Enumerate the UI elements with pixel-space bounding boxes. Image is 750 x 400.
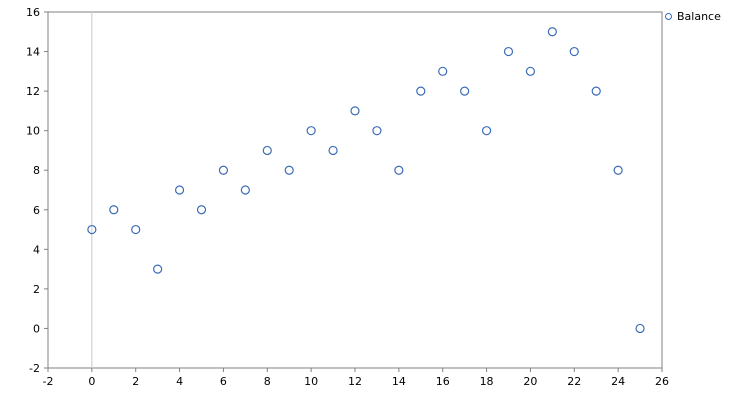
legend-marker-icon bbox=[665, 13, 672, 20]
x-tick-label: 6 bbox=[220, 375, 227, 388]
y-tick-label: 8 bbox=[33, 164, 40, 177]
x-tick-label: 26 bbox=[655, 375, 669, 388]
data-point bbox=[153, 264, 163, 274]
data-point bbox=[240, 185, 250, 195]
y-tick-label: 2 bbox=[33, 283, 40, 296]
y-tick-label: -2 bbox=[29, 362, 40, 375]
x-tick-label: 12 bbox=[348, 375, 362, 388]
data-point bbox=[591, 86, 601, 96]
x-tick-label: 2 bbox=[132, 375, 139, 388]
data-point bbox=[460, 86, 470, 96]
data-point bbox=[503, 46, 514, 57]
data-point bbox=[131, 224, 141, 235]
data-point bbox=[569, 46, 579, 57]
data-point bbox=[547, 27, 557, 37]
data-point bbox=[196, 205, 207, 215]
data-point bbox=[394, 165, 404, 175]
data-point bbox=[87, 224, 97, 235]
x-tick-label: 22 bbox=[567, 375, 581, 388]
x-tick-label: 10 bbox=[304, 375, 318, 388]
legend[interactable]: Balance bbox=[665, 10, 721, 23]
data-point bbox=[218, 165, 229, 175]
legend-label: Balance bbox=[677, 10, 721, 23]
data-point bbox=[174, 185, 185, 195]
y-tick-label: 14 bbox=[26, 46, 40, 59]
y-tick-label: 6 bbox=[33, 204, 40, 217]
data-point bbox=[438, 66, 448, 76]
data-point bbox=[525, 66, 536, 76]
data-point bbox=[262, 145, 272, 156]
y-tick-label: 12 bbox=[26, 85, 40, 98]
plot-area bbox=[47, 11, 663, 369]
data-point bbox=[328, 145, 338, 156]
x-tick-label: 8 bbox=[264, 375, 271, 388]
x-tick-label: 4 bbox=[176, 375, 183, 388]
data-point bbox=[635, 323, 645, 334]
y-tick-label: 4 bbox=[33, 243, 40, 256]
data-point bbox=[109, 205, 119, 215]
data-point bbox=[613, 165, 623, 175]
data-point bbox=[284, 165, 294, 175]
y-tick-label: 0 bbox=[33, 322, 40, 335]
x-tick-label: 20 bbox=[523, 375, 537, 388]
y-tick-label: 10 bbox=[26, 125, 40, 138]
x-tick-label: -2 bbox=[43, 375, 54, 388]
x-tick-label: 18 bbox=[480, 375, 494, 388]
data-point bbox=[372, 126, 382, 136]
x-tick-label: 24 bbox=[611, 375, 625, 388]
data-point bbox=[350, 106, 360, 116]
data-point bbox=[306, 126, 316, 136]
data-point bbox=[481, 126, 492, 136]
x-tick-label: 14 bbox=[392, 375, 406, 388]
x-tick-label: 16 bbox=[436, 375, 450, 388]
y-tick-label: 16 bbox=[26, 6, 40, 19]
data-point bbox=[416, 86, 426, 96]
x-tick-label: 0 bbox=[88, 375, 95, 388]
